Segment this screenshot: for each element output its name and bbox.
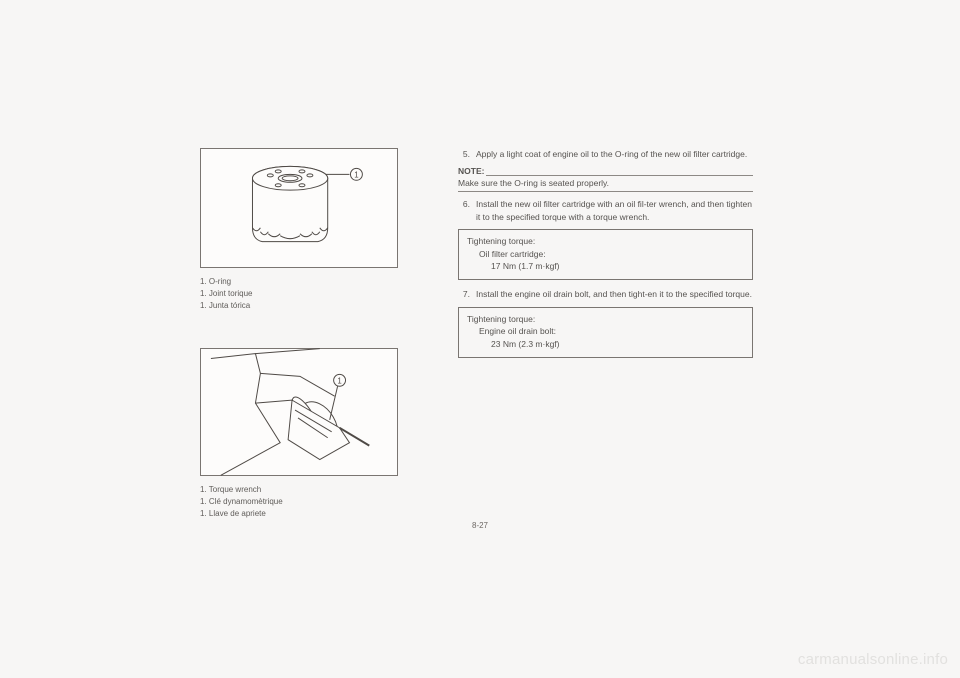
step-7-text: Install the engine oil drain bolt, and t… [476,288,753,300]
note-heading: NOTE: [458,166,486,176]
figure1-caption-es: 1. Junta tórica [200,300,438,312]
oil-filter-svg: 1 [201,148,397,268]
torque2-l1: Tightening torque: [467,313,744,326]
step-5: 5. Apply a light coat of engine oil to t… [458,148,753,160]
torque-wrench-svg: 1 [201,348,397,476]
content-area: 1 1. O-ring 1. Joint torique 1. Junta tó… [200,148,760,678]
torque1-l3: 17 Nm (1.7 m·kgf) [467,260,744,273]
torque1-l2: Oil filter cartridge: [467,248,744,261]
torque2-l2: Engine oil drain bolt: [467,325,744,338]
figure1-captions: 1. O-ring 1. Joint torique 1. Junta tóri… [200,276,438,312]
left-column: 1 1. O-ring 1. Joint torique 1. Junta tó… [200,148,438,678]
torque-spec-drain: Tightening torque: Engine oil drain bolt… [458,307,753,358]
callout-label-1: 1 [354,170,359,179]
figure2-caption-en: 1. Torque wrench [200,484,438,496]
page-number: 8-27 [472,521,488,530]
step-6-text: Install the new oil filter cartridge wit… [476,198,753,223]
step-5-text: Apply a light coat of engine oil to the … [476,148,753,160]
figure1-caption-en: 1. O-ring [200,276,438,288]
step-7-num: 7. [458,288,476,300]
figure2-captions: 1. Torque wrench 1. Clé dynamomètrique 1… [200,484,438,520]
callout-label-2: 1 [337,376,342,385]
figure2-caption-fr: 1. Clé dynamomètrique [200,496,438,508]
note-text: Make sure the O-ring is seated properly. [458,178,753,188]
figure2-caption-es: 1. Llave de apriete [200,508,438,520]
step-6: 6. Install the new oil filter cartridge … [458,198,753,223]
figure-torque-wrench: 1 [200,348,398,476]
torque2-l3: 23 Nm (2.3 m·kgf) [467,338,744,351]
step-5-num: 5. [458,148,476,160]
torque-spec-filter: Tightening torque: Oil filter cartridge:… [458,229,753,280]
right-column: 5. Apply a light coat of engine oil to t… [458,148,753,678]
torque1-l1: Tightening torque: [467,235,744,248]
step-6-num: 6. [458,198,476,223]
note-rule-bottom [458,191,753,192]
figure-oil-filter: 1 [200,148,398,268]
spacer [200,312,438,348]
manual-page: 1 1. O-ring 1. Joint torique 1. Junta tó… [0,0,960,678]
note-rule-top: NOTE: [458,166,753,176]
watermark: carmanualsonline.info [798,651,948,668]
step-7: 7. Install the engine oil drain bolt, an… [458,288,753,300]
figure1-caption-fr: 1. Joint torique [200,288,438,300]
